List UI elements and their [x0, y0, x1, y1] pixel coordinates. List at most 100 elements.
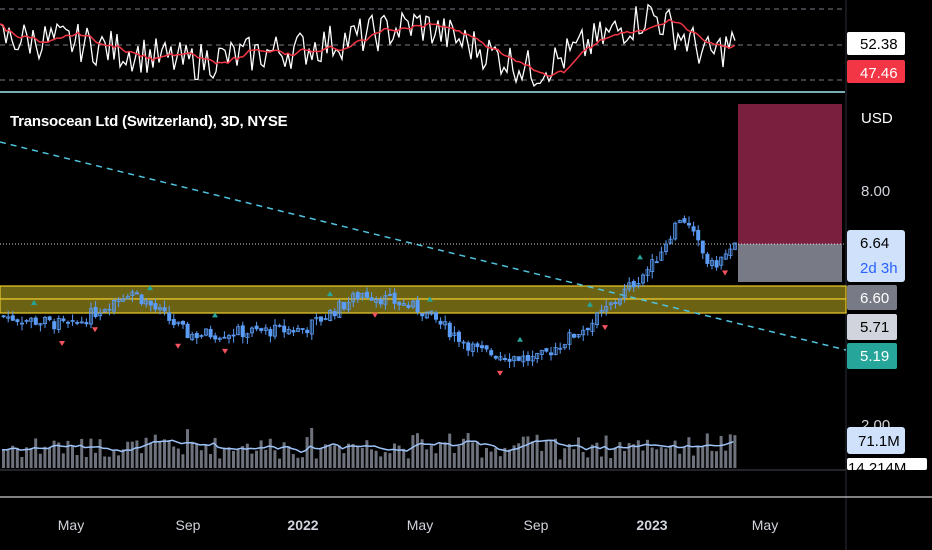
currency-label: USD: [861, 110, 893, 127]
candle: [475, 343, 480, 348]
candle: [369, 297, 374, 301]
candle: [332, 311, 337, 317]
take-profit-zone[interactable]: [738, 244, 842, 282]
stop-loss-zone[interactable]: [738, 104, 842, 244]
candle: [323, 318, 328, 320]
volume-bar: [531, 441, 534, 468]
candle: [710, 260, 715, 267]
candle: [489, 350, 494, 356]
time-axis[interactable]: May Sep 2022 May Sep 2023 May: [58, 517, 778, 533]
volume-bar: [43, 446, 47, 468]
volume-bar: [471, 442, 475, 468]
candle: [664, 243, 669, 252]
candle: [1, 315, 6, 318]
last-price-label-bg: [847, 230, 905, 282]
volume-bar: [61, 453, 65, 468]
candle: [185, 323, 190, 339]
candle: [650, 259, 655, 273]
volume-bar: [613, 447, 617, 468]
candle: [397, 301, 402, 306]
volume-bar: [508, 449, 511, 468]
volume-bar: [669, 445, 672, 468]
volume-bar: [351, 443, 355, 468]
candle: [272, 324, 277, 337]
volume-bar: [172, 446, 176, 468]
candle: [89, 308, 94, 325]
volume-bar: [466, 433, 470, 468]
volume-bar: [268, 438, 272, 468]
candle: [29, 317, 34, 322]
volume-bar: [581, 451, 585, 468]
volume-bar: [572, 449, 576, 468]
volume-bar: [416, 433, 419, 468]
candle: [226, 335, 231, 339]
volume-bars: [2, 427, 737, 468]
candle: [240, 325, 245, 338]
price-scale[interactable]: USD 8.00 2.00 52.38 47.46 6.64 2d 3h 6.6…: [847, 32, 927, 477]
volume-bar: [25, 447, 28, 468]
candle: [148, 300, 153, 306]
volume-bar: [521, 436, 525, 468]
support-zone-upper[interactable]: [0, 285, 847, 300]
candle: [438, 320, 443, 325]
x-tick-label: Sep: [524, 517, 549, 533]
volume-bar: [75, 455, 79, 468]
candle: [217, 337, 222, 340]
volume-bar: [84, 457, 88, 468]
rsi-ma-value-label: 47.46: [860, 65, 898, 82]
volume-bar: [517, 443, 521, 468]
candle: [364, 291, 369, 298]
volume-bar: [724, 450, 728, 468]
volume-bar: [314, 458, 318, 468]
candle: [314, 316, 319, 320]
descending-trendline[interactable]: [0, 141, 847, 351]
candle: [691, 226, 696, 232]
volume-bar: [682, 446, 686, 468]
candle: [585, 327, 590, 331]
candle: [295, 327, 300, 332]
volume-bar: [222, 447, 226, 468]
volume-bar: [406, 458, 410, 468]
candle: [84, 322, 89, 325]
volume-bar: [388, 453, 392, 468]
candle: [627, 282, 632, 290]
candle: [52, 321, 57, 330]
volume-bar: [609, 458, 613, 468]
candle: [378, 298, 383, 305]
volume-bar: [535, 434, 539, 468]
candle: [75, 322, 80, 324]
buy-signal-marker: [427, 296, 433, 302]
volume-bar: [636, 440, 640, 468]
volume-bar: [149, 442, 153, 468]
candle: [305, 329, 310, 334]
candle: [291, 330, 296, 333]
candle: [677, 220, 682, 224]
price-pane: [0, 104, 847, 468]
candle: [728, 248, 733, 256]
volume-bar: [549, 440, 553, 468]
candle: [530, 356, 535, 362]
candle: [590, 322, 595, 332]
volume-bar: [2, 449, 5, 468]
candle: [470, 343, 475, 352]
candle: [567, 332, 572, 345]
volume-bar: [319, 448, 323, 468]
candle: [190, 333, 195, 341]
candle: [180, 320, 185, 325]
bar-countdown-label: 2d 3h: [860, 260, 898, 277]
candle: [300, 328, 305, 330]
candle: [553, 347, 558, 356]
volume-bar: [6, 450, 10, 468]
sell-signal-marker: [497, 370, 503, 376]
candle: [572, 333, 577, 338]
volume-bar: [600, 456, 603, 468]
candle: [604, 306, 609, 312]
volume-bar: [126, 441, 130, 468]
volume-bar: [11, 445, 15, 468]
support-zone-lower[interactable]: [0, 298, 847, 314]
candle: [47, 316, 52, 321]
zone-bottom-label: 5.71: [860, 319, 889, 336]
volume-bar: [282, 442, 286, 468]
volume-bar: [186, 429, 189, 468]
